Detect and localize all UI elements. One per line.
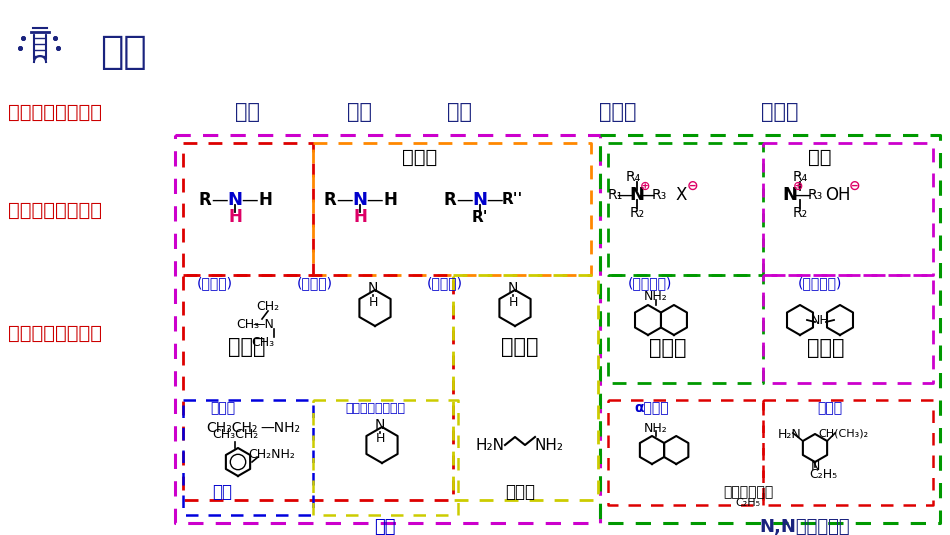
- Text: 按烃基类型划分：: 按烃基类型划分：: [8, 201, 102, 219]
- Text: ⊖: ⊖: [687, 179, 699, 193]
- Text: —: —: [617, 186, 634, 204]
- Text: CH₃CH₂: CH₃CH₂: [206, 421, 257, 435]
- Text: R₁: R₁: [607, 188, 622, 202]
- Text: NH₂: NH₂: [644, 422, 668, 434]
- Text: ⊕: ⊕: [639, 180, 650, 193]
- Text: NH: NH: [810, 314, 829, 326]
- Text: CH₃: CH₃: [252, 335, 275, 348]
- Text: R: R: [199, 191, 211, 209]
- Text: 三元胺: 三元胺: [649, 338, 687, 358]
- Text: 乙胺: 乙胺: [212, 483, 232, 501]
- Text: 季铵碱: 季铵碱: [761, 102, 799, 122]
- Text: H: H: [353, 208, 367, 226]
- Text: 三甲胺: 三甲胺: [211, 401, 236, 415]
- Text: 三元胺: 三元胺: [808, 338, 845, 358]
- Text: ⊕: ⊕: [792, 180, 804, 193]
- Text: N: N: [352, 191, 368, 209]
- Text: N: N: [227, 191, 242, 209]
- Text: 季铵盐: 季铵盐: [599, 102, 637, 122]
- Text: (四级铵碱): (四级铵碱): [798, 276, 843, 290]
- Text: R₃: R₃: [652, 188, 667, 202]
- Text: H: H: [369, 295, 378, 309]
- Text: 二亚乙基三胺: 二亚乙基三胺: [723, 485, 773, 499]
- Text: NH₂: NH₂: [644, 291, 667, 303]
- Text: 伯胺: 伯胺: [235, 102, 259, 122]
- Text: N: N: [783, 186, 797, 204]
- Text: R'': R'': [502, 193, 522, 208]
- Text: R': R': [472, 210, 488, 225]
- Text: 乙二胺: 乙二胺: [505, 483, 535, 501]
- Text: —: —: [336, 191, 353, 209]
- Text: N: N: [472, 191, 487, 209]
- Text: —N: —N: [252, 317, 274, 331]
- Text: R: R: [324, 191, 336, 209]
- Text: —: —: [486, 191, 504, 209]
- Text: 一元胺: 一元胺: [228, 337, 266, 357]
- Text: 哌啶（六氢吡啶）: 哌啶（六氢吡啶）: [345, 401, 405, 415]
- Text: CH₃: CH₃: [237, 317, 259, 331]
- Text: α－萘胺: α－萘胺: [635, 401, 670, 415]
- Text: N: N: [630, 186, 644, 204]
- Text: N,N－二甲苯胺: N,N－二甲苯胺: [760, 518, 850, 535]
- Text: N: N: [810, 461, 820, 473]
- Text: H: H: [383, 191, 397, 209]
- Text: H₂N: H₂N: [778, 427, 802, 440]
- Text: —NH₂: —NH₂: [260, 421, 300, 435]
- Text: —: —: [457, 191, 473, 209]
- Text: (一级胺): (一级胺): [197, 276, 233, 290]
- Text: 脂肪胺: 脂肪胺: [403, 148, 438, 166]
- Text: C₂H₅: C₂H₅: [809, 468, 837, 480]
- Text: R: R: [444, 191, 456, 209]
- Text: —: —: [367, 191, 383, 209]
- Text: —: —: [638, 186, 656, 204]
- Text: —: —: [795, 186, 811, 204]
- Text: 按氨基数目划分：: 按氨基数目划分：: [8, 324, 102, 342]
- Text: H: H: [258, 191, 272, 209]
- Text: C₂H₅: C₂H₅: [735, 498, 761, 508]
- Text: 二元胺: 二元胺: [502, 337, 539, 357]
- Text: H₂N: H₂N: [476, 438, 504, 453]
- Text: R₄: R₄: [792, 170, 808, 184]
- Text: X: X: [675, 186, 687, 204]
- Text: H: H: [508, 295, 518, 309]
- Text: —: —: [241, 191, 258, 209]
- Text: (三级胺): (三级胺): [427, 276, 463, 290]
- Text: NH₂: NH₂: [535, 438, 563, 453]
- Text: R₂: R₂: [630, 206, 644, 220]
- Text: R₂: R₂: [792, 206, 808, 220]
- Text: N: N: [375, 418, 385, 432]
- Text: OH: OH: [826, 186, 851, 204]
- Text: CH₂NH₂: CH₂NH₂: [249, 447, 295, 461]
- Text: (二级胺): (二级胺): [297, 276, 333, 290]
- Text: N: N: [368, 281, 378, 295]
- Text: 分类: 分类: [100, 33, 146, 71]
- Text: CH₂: CH₂: [256, 300, 279, 312]
- Text: R₄: R₄: [625, 170, 640, 184]
- Text: N: N: [508, 281, 518, 295]
- Text: —: —: [212, 191, 228, 209]
- Text: (四级铵盐): (四级铵盐): [628, 276, 673, 290]
- Text: CH(CH₃)₂: CH(CH₃)₂: [818, 429, 868, 439]
- Text: 苯胺: 苯胺: [374, 518, 396, 535]
- Text: 按烃基个数划分：: 按烃基个数划分：: [8, 103, 102, 121]
- Text: ⊖: ⊖: [849, 179, 861, 193]
- Text: H: H: [375, 432, 385, 446]
- Text: R₃: R₃: [808, 188, 823, 202]
- Text: 芳胺: 芳胺: [808, 148, 832, 166]
- Text: 二苯胺: 二苯胺: [817, 401, 843, 415]
- Text: 叔胺: 叔胺: [447, 102, 472, 122]
- Text: H: H: [228, 208, 242, 226]
- Text: 仲胺: 仲胺: [348, 102, 372, 122]
- Text: CH₃CH₂: CH₃CH₂: [212, 427, 258, 440]
